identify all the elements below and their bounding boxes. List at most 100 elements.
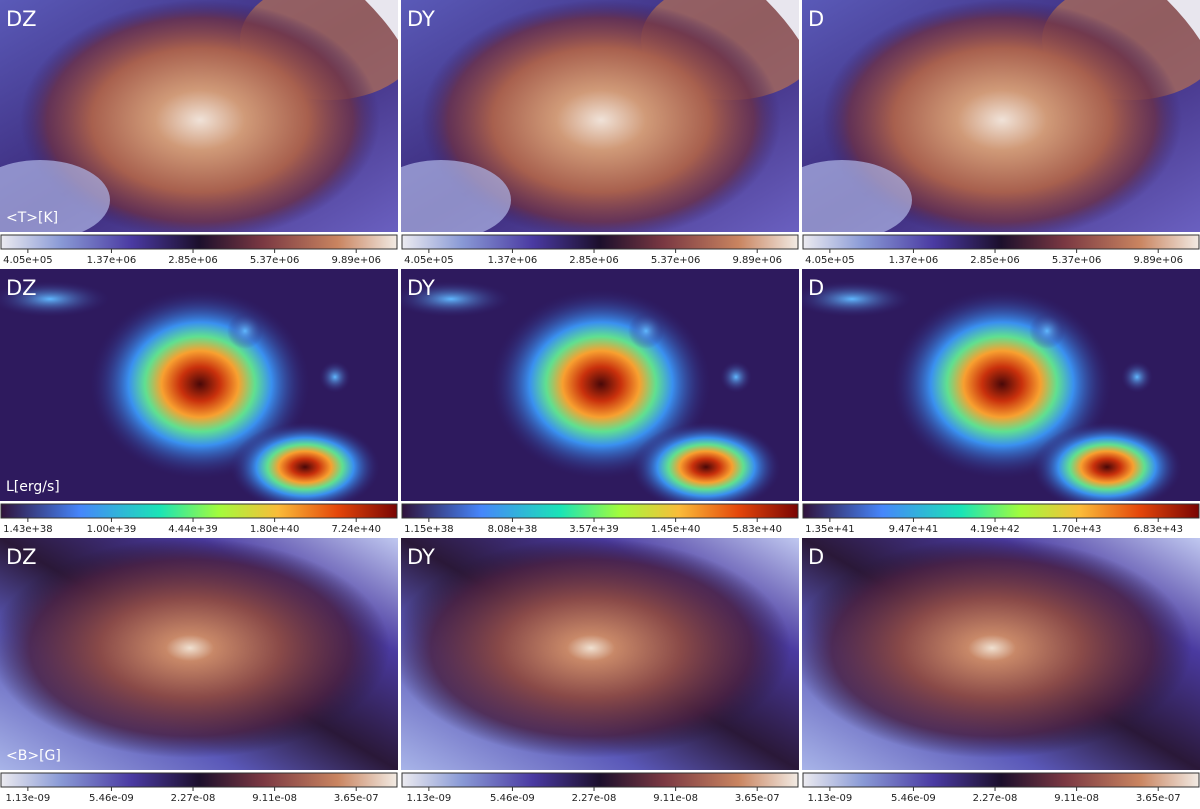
map-image — [802, 0, 1200, 232]
panel: DY 1.13e-09 5.46e-09 2.27e-08 9.11e-08 3.65e-… — [401, 538, 799, 804]
colorbar-tick-label: 8.08e+38 — [488, 524, 538, 535]
map-region — [802, 160, 912, 232]
colorbar-tick-label: 9.11e-08 — [653, 793, 698, 804]
colorbar-tick-label: 2.85e+06 — [569, 255, 619, 266]
panel-title: D — [808, 276, 824, 300]
colorbar-tick-label: 1.70e+43 — [1052, 524, 1102, 535]
colorbar — [802, 234, 1200, 250]
colorbar-tick-label: 9.11e-08 — [252, 793, 297, 804]
colorbar-tick-label: 1.15e+38 — [404, 524, 454, 535]
colorbar-tick-label: 4.19e+42 — [970, 524, 1020, 535]
map-region — [0, 538, 390, 758]
colorbar-tick-label: 2.85e+06 — [168, 255, 218, 266]
map-image — [401, 269, 799, 501]
colorbar-tick-label: 4.05e+05 — [805, 255, 855, 266]
colorbar-tick-label: 2.27e-08 — [171, 793, 216, 804]
colorbar-tick-label: 5.46e-09 — [89, 793, 134, 804]
colorbar-tick-label: 1.37e+06 — [87, 255, 137, 266]
quantity-label: L[erg/s] — [6, 479, 60, 495]
colorbar-tick-label: 2.27e-08 — [572, 793, 617, 804]
panel-title: D — [808, 7, 824, 31]
map-region — [401, 538, 791, 758]
quantity-label: <B>[G] — [6, 748, 61, 764]
panel: DZ <B>[G] 1.13e-09 5.46e-09 2.27e-08 9.11e-08… — [0, 538, 398, 804]
map-edge — [766, 0, 799, 40]
panel: DY 4.05e+05 1.37e+06 2.85e+06 5.37e+06 9.89e+… — [401, 0, 799, 266]
colorbar-tick-label: 1.45e+40 — [651, 524, 701, 535]
map-region — [631, 422, 781, 501]
colorbar-tick-label: 3.65e-07 — [735, 793, 780, 804]
colorbar-tick-label: 1.13e-09 — [406, 793, 451, 804]
map-image — [0, 269, 398, 501]
colorbar-tick-label: 9.89e+06 — [1133, 255, 1183, 266]
map-image — [802, 538, 1200, 770]
map-region — [319, 361, 351, 393]
colorbar-tick-label: 6.83e+43 — [1133, 524, 1183, 535]
panel-title: DY — [407, 545, 435, 569]
colorbar-tick-label: 1.80e+40 — [250, 524, 300, 535]
panel-title: DZ — [6, 276, 37, 300]
colorbar — [0, 503, 398, 519]
panel: D 1.13e-09 5.46e-09 2.27e-08 9.11e-08 3.65e-0… — [802, 538, 1200, 804]
colorbar-tick-label: 9.11e-08 — [1054, 793, 1099, 804]
map-region — [0, 160, 110, 232]
map-region — [822, 0, 1182, 232]
colorbar-tick-label: 1.43e+38 — [3, 524, 53, 535]
map-image — [802, 269, 1200, 501]
panel: DZ <T>[K] 4.05e+05 1.37e+06 2.85e+06 5.37e+06… — [0, 0, 398, 266]
colorbar-tick-label: 5.46e-09 — [891, 793, 936, 804]
colorbar — [401, 772, 799, 788]
colorbar — [802, 772, 1200, 788]
panel-title: D — [808, 545, 824, 569]
panel-title: DZ — [6, 545, 37, 569]
map-region — [227, 313, 263, 349]
colorbar-tick-label: 3.65e-07 — [1136, 793, 1181, 804]
map-image — [401, 538, 799, 770]
map-region — [1032, 422, 1182, 501]
colorbar — [401, 503, 799, 519]
map-region — [1029, 313, 1065, 349]
colorbar — [802, 503, 1200, 519]
panel-title: DZ — [6, 7, 37, 31]
panel: D 4.05e+05 1.37e+06 2.85e+06 5.37e+06 9.89e+0… — [802, 0, 1200, 266]
map-edge — [365, 0, 398, 40]
colorbar-tick-label: 5.37e+06 — [1052, 255, 1102, 266]
colorbar-tick-label: 1.13e-09 — [5, 793, 50, 804]
panel: DZ L[erg/s] 1.43e+38 1.00e+39 4.44e+39 1.80e+… — [0, 269, 398, 535]
map-region — [401, 160, 511, 232]
map-region — [401, 281, 511, 317]
map-image — [0, 538, 398, 770]
colorbar-tick-label: 9.89e+06 — [331, 255, 381, 266]
colorbar-tick-label: 2.27e-08 — [973, 793, 1018, 804]
colorbar-tick-label: 9.89e+06 — [732, 255, 782, 266]
panel: D 1.35e+41 9.47e+41 4.19e+42 1.70e+43 6.83e+4… — [802, 269, 1200, 535]
colorbar — [0, 772, 398, 788]
colorbar-tick-label: 2.85e+06 — [970, 255, 1020, 266]
map-region — [720, 361, 752, 393]
map-region — [421, 0, 781, 232]
colorbar-tick-label: 3.65e-07 — [334, 793, 379, 804]
quantity-label: <T>[K] — [6, 210, 58, 226]
map-region — [802, 538, 1192, 758]
colorbar-tick-label: 1.37e+06 — [488, 255, 538, 266]
colorbar-tick-label: 4.05e+05 — [3, 255, 53, 266]
colorbar-tick-label: 1.37e+06 — [889, 255, 939, 266]
panel: DY 1.15e+38 8.08e+38 3.57e+39 1.45e+40 5.83e+… — [401, 269, 799, 535]
colorbar-tick-label: 5.83e+40 — [732, 524, 782, 535]
colorbar — [0, 234, 398, 250]
colorbar-tick-label: 1.13e-09 — [807, 793, 852, 804]
colorbar-tick-label: 1.00e+39 — [87, 524, 137, 535]
map-image — [0, 0, 398, 232]
colorbar-tick-label: 4.44e+39 — [168, 524, 218, 535]
colorbar-tick-label: 4.05e+05 — [404, 255, 454, 266]
panel-title: DY — [407, 7, 435, 31]
panel-title: DY — [407, 276, 435, 300]
colorbar-tick-label: 5.37e+06 — [651, 255, 701, 266]
map-region — [1121, 361, 1153, 393]
map-region — [802, 281, 912, 317]
map-region — [0, 281, 110, 317]
map-region — [230, 422, 380, 501]
map-region — [20, 0, 380, 232]
colorbar-tick-label: 5.37e+06 — [250, 255, 300, 266]
